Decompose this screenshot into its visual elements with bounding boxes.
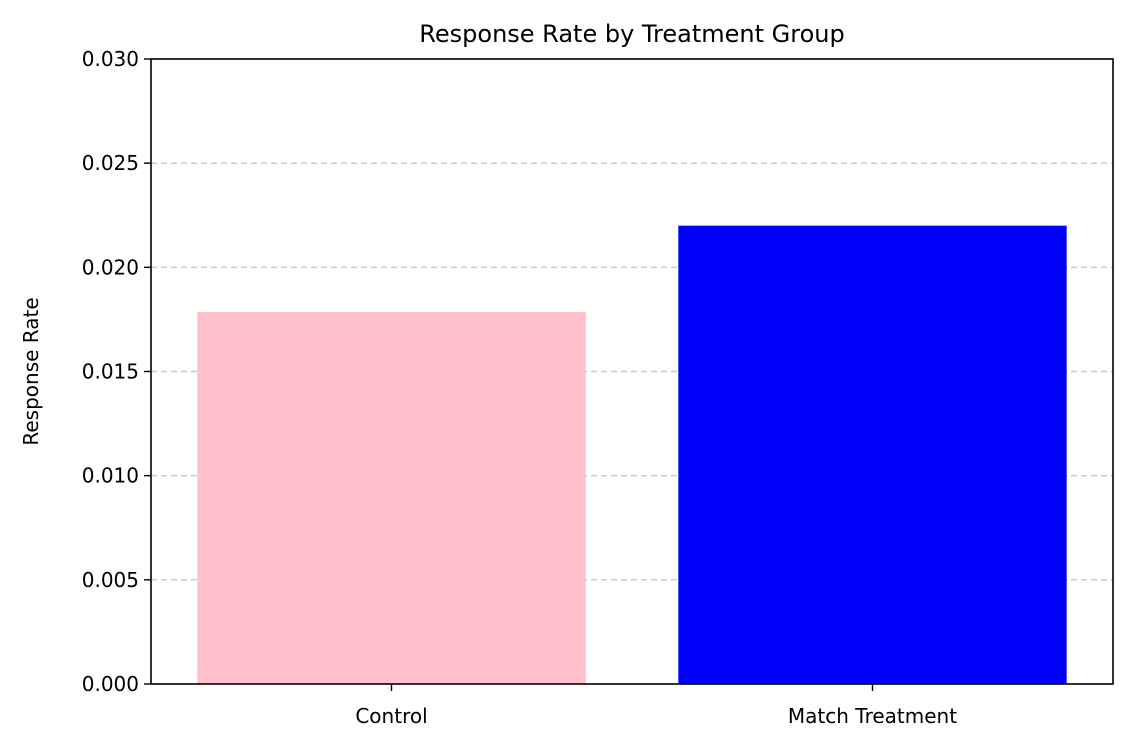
y-tick-label: 0.030: [82, 47, 139, 71]
bar-match-treatment: [678, 225, 1067, 684]
y-tick-label: 0.020: [82, 255, 139, 279]
x-axis: Control Match Treatment: [355, 684, 957, 728]
y-tick-label: 0.005: [82, 568, 139, 592]
x-tick-label: Match Treatment: [788, 704, 957, 728]
bars: [197, 225, 1067, 684]
chart-title: Response Rate by Treatment Group: [419, 20, 844, 48]
y-tick-label: 0.000: [82, 672, 139, 696]
y-tick-label: 0.025: [82, 151, 139, 175]
x-tick-label: Control: [355, 704, 427, 728]
y-tick-label: 0.010: [82, 464, 139, 488]
y-tick-label: 0.015: [82, 360, 139, 384]
y-axis: 0.000 0.005 0.010 0.015 0.020 0.025 0.030: [82, 47, 151, 696]
y-axis-label: Response Rate: [19, 297, 43, 445]
bar-control: [197, 311, 586, 684]
